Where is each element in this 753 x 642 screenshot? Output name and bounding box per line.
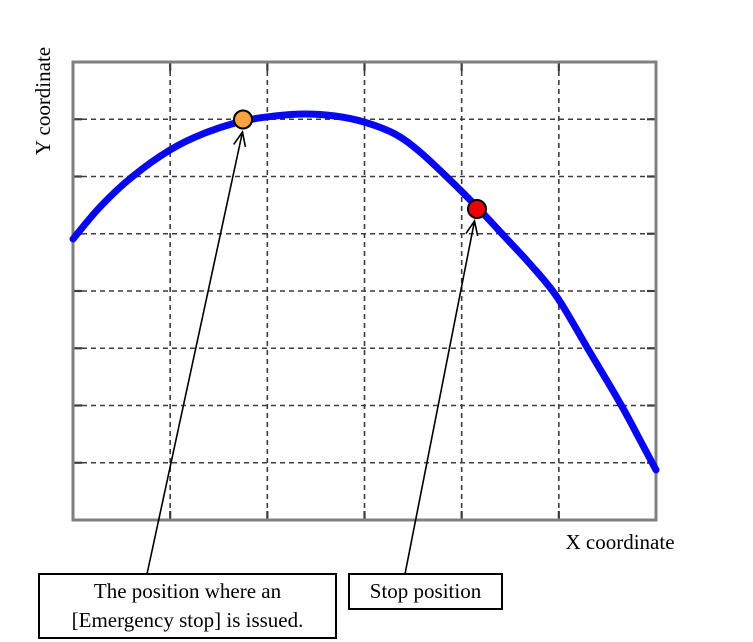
point-markers xyxy=(233,109,487,219)
stop-position-marker xyxy=(467,199,487,219)
x-axis-label: X coordinate xyxy=(565,530,675,554)
y-axis-label: Y coordinate xyxy=(31,46,55,156)
callout-leader-lines xyxy=(146,132,475,575)
trajectory-curve xyxy=(69,110,660,474)
plot-border xyxy=(71,60,658,522)
stop-position-leader-arrow xyxy=(404,221,475,575)
emergency-stop-leader-arrow xyxy=(146,132,243,575)
emergency-stop-callout: The position where an [Emergency stop] i… xyxy=(38,573,337,639)
emergency-stop-callout-line2: [Emergency stop] is issued. xyxy=(71,608,304,632)
grid-lines xyxy=(73,62,656,520)
emergency-stop-callout-line1: The position where an xyxy=(93,579,282,603)
stop-position-callout: Stop position xyxy=(348,573,503,610)
emergency-stop-issued-position-marker xyxy=(233,109,253,130)
